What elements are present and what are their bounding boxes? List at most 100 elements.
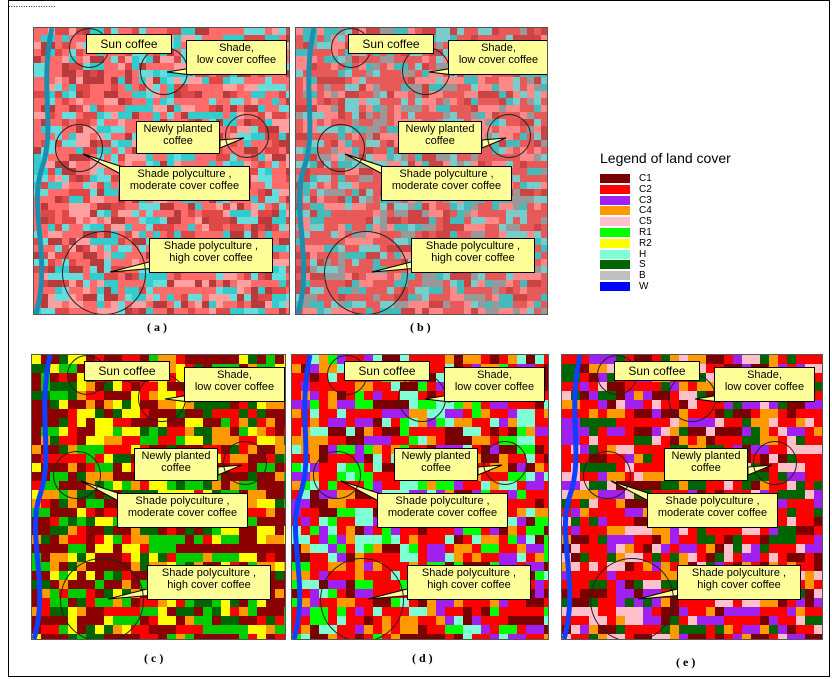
land-patch	[167, 294, 174, 301]
land-patch	[742, 355, 760, 364]
land-patch	[724, 400, 733, 409]
callout-newly: Newly planted coffee	[664, 448, 748, 481]
land-patch	[32, 508, 50, 517]
land-patch	[562, 589, 571, 598]
circle-low	[138, 374, 186, 422]
legend-swatch	[600, 238, 630, 248]
callout-line: moderate cover coffee	[657, 507, 768, 519]
callout-line: Shade polyculture ,	[665, 495, 760, 507]
land-patch	[520, 189, 527, 196]
circle-newly	[223, 441, 267, 485]
land-patch	[544, 364, 548, 373]
land-patch	[59, 445, 68, 454]
land-patch	[86, 553, 95, 562]
land-patch	[478, 112, 485, 119]
land-patch	[481, 544, 499, 553]
land-patch	[69, 91, 76, 98]
land-patch	[670, 634, 679, 639]
land-patch	[279, 203, 286, 210]
circle-high	[62, 231, 146, 314]
land-patch	[104, 189, 118, 196]
land-patch	[355, 517, 373, 526]
land-patch	[443, 98, 450, 105]
legend-label: C4	[639, 205, 652, 217]
callout-line: moderate cover coffee	[391, 180, 502, 192]
land-patch	[751, 634, 769, 639]
land-patch	[661, 544, 670, 553]
land-patch	[359, 189, 366, 196]
land-patch	[223, 84, 237, 91]
land-patch	[279, 91, 286, 98]
land-patch	[508, 409, 517, 418]
land-patch	[535, 544, 548, 553]
land-patch	[652, 526, 670, 535]
land-patch	[328, 526, 337, 535]
land-patch	[248, 517, 257, 526]
land-patch	[41, 490, 59, 499]
land-patch	[324, 189, 331, 196]
land-patch	[303, 133, 310, 140]
land-patch	[41, 105, 48, 112]
land-patch	[176, 355, 185, 364]
callout-line: low cover coffee	[724, 381, 805, 393]
land-patch	[589, 562, 598, 571]
land-patch	[355, 445, 364, 454]
land-patch	[409, 544, 418, 553]
land-patch	[55, 308, 69, 314]
land-patch	[167, 98, 174, 105]
land-patch	[724, 598, 733, 607]
land-patch	[463, 400, 472, 409]
land-patch	[520, 196, 534, 203]
land-patch	[97, 203, 111, 210]
land-patch	[535, 616, 544, 625]
land-patch	[76, 77, 83, 84]
land-patch	[284, 535, 285, 544]
land-patch	[265, 77, 272, 84]
land-patch	[471, 84, 478, 91]
land-patch	[436, 42, 443, 49]
land-patch	[272, 140, 279, 147]
land-patch	[661, 625, 670, 634]
land-patch	[185, 553, 203, 562]
land-patch	[125, 70, 132, 77]
land-patch	[55, 273, 62, 280]
land-patch	[427, 553, 436, 562]
land-patch	[733, 535, 742, 544]
land-patch	[427, 436, 436, 445]
land-patch	[212, 607, 221, 616]
land-patch	[481, 409, 490, 418]
land-patch	[679, 526, 688, 535]
legend-swatch	[600, 174, 630, 183]
land-patch	[77, 445, 95, 454]
land-patch	[149, 436, 158, 445]
land-patch	[391, 409, 409, 418]
land-patch	[209, 210, 223, 217]
land-patch	[778, 535, 787, 544]
land-patch	[814, 562, 822, 571]
land-patch	[373, 119, 387, 126]
land-patch	[429, 203, 436, 210]
land-patch	[118, 140, 132, 147]
land-patch	[310, 203, 324, 210]
land-patch	[176, 373, 185, 382]
land-patch	[237, 217, 244, 224]
land-patch	[408, 105, 422, 112]
land-patch	[310, 210, 317, 217]
land-patch	[345, 98, 359, 105]
land-patch	[814, 481, 822, 490]
land-patch	[400, 427, 409, 436]
land-patch	[394, 203, 408, 210]
land-patch	[50, 562, 59, 571]
land-patch	[90, 210, 97, 217]
land-patch	[195, 112, 209, 119]
callout-line: coffee	[421, 462, 451, 474]
land-patch	[319, 526, 328, 535]
land-patch	[195, 28, 209, 35]
land-patch	[652, 391, 670, 400]
land-patch	[296, 49, 310, 56]
land-patch	[346, 526, 355, 535]
land-patch	[301, 580, 310, 589]
land-patch	[324, 203, 338, 210]
land-patch	[724, 607, 733, 616]
land-patch	[230, 105, 237, 112]
